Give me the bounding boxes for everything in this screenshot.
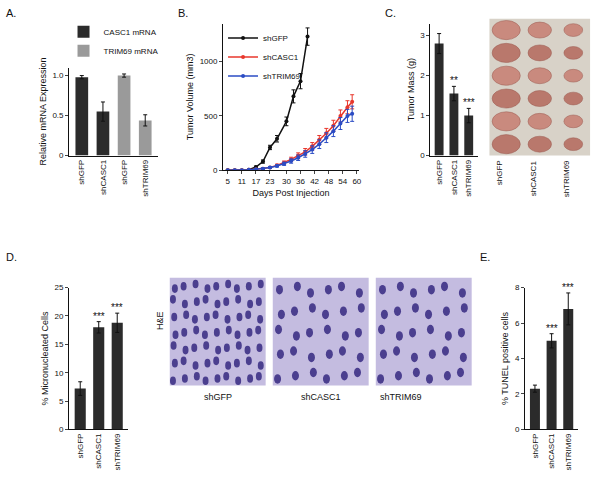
svg-text:shCASC1: shCASC1 [450, 159, 459, 195]
svg-text:42: 42 [310, 177, 319, 186]
svg-text:Relative mRNA Expression: Relative mRNA Expression [38, 58, 48, 166]
svg-text:15: 15 [55, 340, 64, 349]
svg-text:17: 17 [251, 177, 260, 186]
svg-text:shGFP: shGFP [204, 392, 232, 402]
svg-text:25: 25 [55, 283, 64, 292]
svg-text:shGFP: shGFP [495, 160, 504, 185]
svg-text:B.: B. [178, 7, 188, 19]
svg-text:5: 5 [59, 397, 64, 406]
svg-text:2: 2 [420, 71, 425, 80]
svg-text:Tumor Volume (mm3): Tumor Volume (mm3) [185, 54, 195, 141]
svg-text:shGFP: shGFP [120, 160, 129, 185]
svg-text:D.: D. [6, 251, 17, 263]
svg-text:5: 5 [226, 177, 231, 186]
svg-text:***: *** [463, 97, 475, 108]
svg-text:A.: A. [6, 7, 16, 19]
svg-text:Tumor Mass (g): Tumor Mass (g) [406, 58, 416, 121]
svg-text:shTRIM69: shTRIM69 [464, 159, 473, 196]
svg-text:0: 0 [59, 425, 64, 434]
svg-text:shCASC1: shCASC1 [547, 433, 556, 469]
svg-text:shGFP: shGFP [531, 434, 540, 459]
svg-text:C.: C. [385, 7, 396, 19]
svg-text:36: 36 [296, 177, 305, 186]
svg-text:8: 8 [515, 283, 520, 292]
svg-text:0.5: 0.5 [52, 111, 64, 120]
svg-text:Days Post Injection: Days Post Injection [253, 188, 330, 198]
svg-text:1000: 1000 [200, 57, 218, 66]
svg-text:shTRIM69: shTRIM69 [380, 392, 422, 402]
svg-text:shCASC1: shCASC1 [529, 161, 538, 197]
svg-text:shGFP: shGFP [435, 160, 444, 185]
svg-text:4: 4 [515, 354, 520, 363]
svg-text:54: 54 [338, 177, 347, 186]
svg-text:60: 60 [352, 177, 361, 186]
svg-text:shCASC1: shCASC1 [94, 433, 103, 469]
svg-text:0: 0 [420, 151, 425, 160]
svg-text:6: 6 [515, 319, 520, 328]
svg-text:1: 1 [420, 111, 425, 120]
svg-text:shTRIM69: shTRIM69 [263, 72, 300, 81]
svg-text:***: *** [93, 311, 105, 322]
svg-text:shTRIM69: shTRIM69 [562, 160, 571, 197]
svg-text:shGFP: shGFP [263, 34, 288, 43]
svg-text:30: 30 [282, 177, 291, 186]
svg-text:23: 23 [266, 177, 275, 186]
svg-text:***: *** [562, 282, 574, 293]
svg-text:***: *** [546, 323, 558, 334]
svg-text:20: 20 [55, 312, 64, 321]
svg-text:***: *** [111, 302, 123, 313]
svg-text:2: 2 [515, 390, 520, 399]
svg-text:shCASC1: shCASC1 [301, 392, 341, 402]
svg-text:1.0: 1.0 [52, 71, 64, 80]
svg-text:shCASC1: shCASC1 [263, 53, 299, 62]
svg-text:TRIM69 mRNA: TRIM69 mRNA [104, 47, 159, 56]
svg-text:H&E: H&E [155, 311, 165, 330]
svg-text:10: 10 [55, 369, 64, 378]
svg-text:0: 0 [59, 151, 64, 160]
svg-text:E.: E. [480, 251, 490, 263]
svg-text:CASC1 mRNA: CASC1 mRNA [104, 28, 157, 37]
svg-text:shCASC1: shCASC1 [99, 159, 108, 195]
svg-text:shGFP: shGFP [77, 160, 86, 185]
svg-text:0: 0 [213, 166, 218, 175]
svg-text:shTRIM69: shTRIM69 [113, 433, 122, 470]
svg-text:% Micronucleated Cells: % Micronucleated Cells [40, 311, 50, 406]
svg-text:% TUNEL positive cells: % TUNEL positive cells [500, 312, 510, 406]
svg-text:0: 0 [515, 425, 520, 434]
svg-text:48: 48 [324, 177, 333, 186]
svg-text:shGFP: shGFP [76, 434, 85, 459]
svg-text:shTRIM69: shTRIM69 [141, 159, 150, 196]
svg-text:3: 3 [420, 31, 425, 40]
svg-text:500: 500 [204, 112, 218, 121]
svg-text:11: 11 [238, 177, 247, 186]
svg-text:**: ** [450, 75, 458, 86]
svg-text:shTRIM69: shTRIM69 [564, 433, 573, 470]
